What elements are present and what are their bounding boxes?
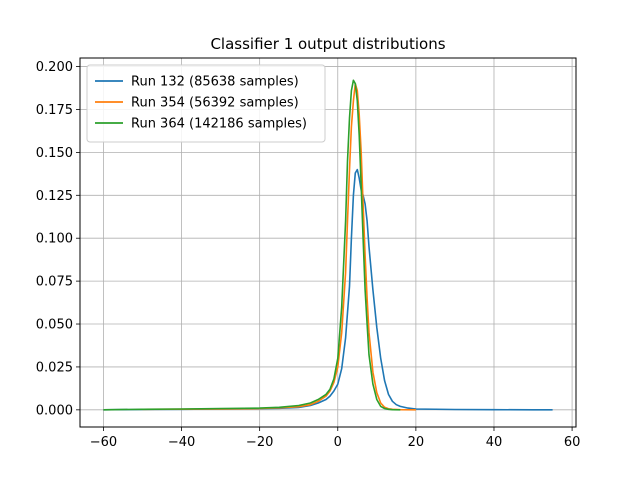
chart-title: Classifier 1 output distributions <box>210 35 445 53</box>
x-tick-label: 0 <box>334 435 342 450</box>
legend: Run 132 (85638 samples) Run 354 (56392 sa… <box>86 64 326 143</box>
legend-label: Run 364 (142186 samples) <box>131 117 307 132</box>
y-tick-label: 0.100 <box>36 232 73 247</box>
plot-frame <box>79 57 577 428</box>
series-line-3 <box>103 79 401 411</box>
x-tick-label: 20 <box>408 435 425 450</box>
legend-box <box>86 64 326 143</box>
y-tick-label: 0.075 <box>36 275 73 290</box>
series-line-2 <box>142 82 416 411</box>
y-tick-label: 0.125 <box>36 189 73 204</box>
axes: −60 −40 −20 0 20 40 60 0.000 0.025 0.050 0.075 0.10… <box>36 60 581 450</box>
x-tick-label: −20 <box>246 435 273 450</box>
x-tick-label: 40 <box>486 435 503 450</box>
x-tick-label: 60 <box>564 435 581 450</box>
y-tick-label: 0.175 <box>36 103 73 118</box>
y-tick-label: 0.000 <box>36 403 73 418</box>
legend-label: Run 354 (56392 samples) <box>131 96 299 111</box>
y-tick-label: 0.050 <box>36 318 73 333</box>
x-tick-label: −60 <box>90 435 117 450</box>
plot-lines <box>103 79 553 411</box>
y-tick-label: 0.150 <box>36 146 73 161</box>
legend-label: Run 132 (85638 samples) <box>131 75 299 90</box>
y-tick-label: 0.025 <box>36 360 73 375</box>
y-tick-label: 0.200 <box>36 60 73 75</box>
x-tick-label: −40 <box>168 435 195 450</box>
